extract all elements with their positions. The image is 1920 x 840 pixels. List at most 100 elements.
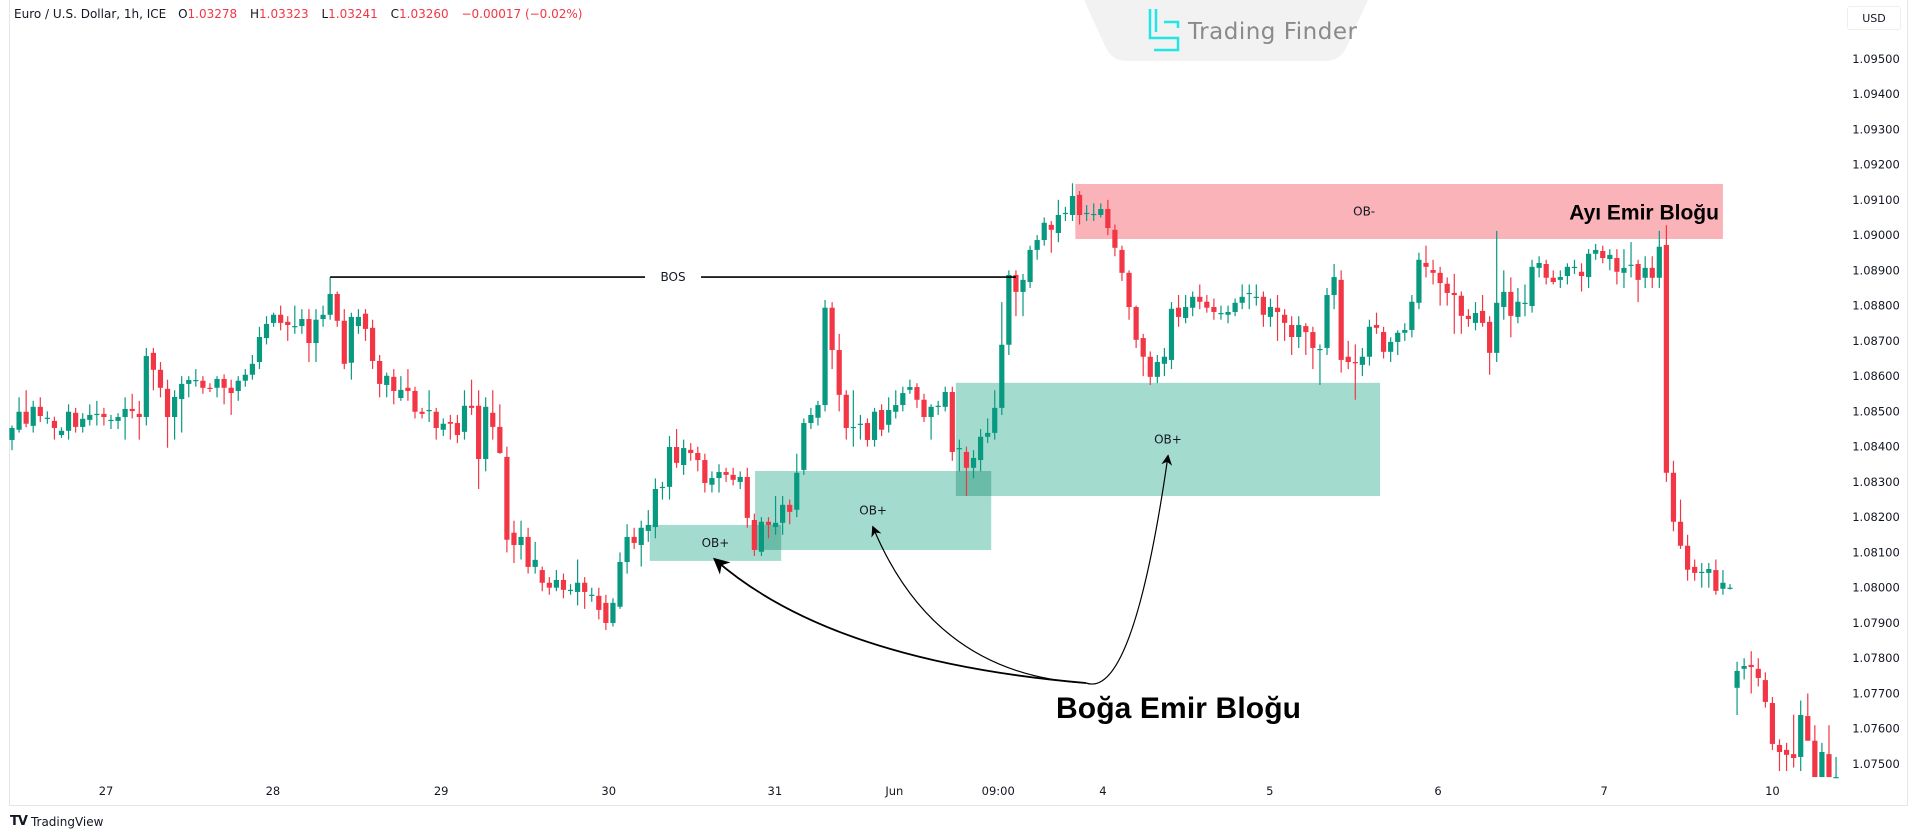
tradingview-logo[interactable]: TV TradingView bbox=[10, 814, 103, 829]
candle-down bbox=[921, 399, 927, 418]
candle-up bbox=[857, 423, 863, 425]
candle-up bbox=[1564, 266, 1570, 277]
candle-up bbox=[1359, 356, 1365, 365]
candle-down bbox=[1663, 244, 1669, 473]
time-axis[interactable]: 27 28 29 30 31 Jun 09:00 4 5 6 7 10 bbox=[99, 784, 1780, 798]
low-value: 1.03241 bbox=[328, 7, 378, 21]
candle-up bbox=[1084, 212, 1090, 215]
candle-down bbox=[1805, 716, 1811, 741]
candle-up bbox=[610, 602, 616, 623]
candle-down bbox=[285, 321, 291, 326]
candle-down bbox=[843, 394, 849, 428]
candle-up bbox=[1267, 307, 1274, 317]
candle-down bbox=[1204, 301, 1210, 308]
candle-down bbox=[1112, 229, 1118, 248]
candle-down bbox=[369, 327, 376, 361]
time-tick-label: 31 bbox=[768, 784, 783, 798]
price-tick-label: 1.08600 bbox=[1852, 369, 1900, 383]
candle-up bbox=[1727, 587, 1733, 589]
candle-up bbox=[384, 375, 390, 385]
time-tick-label: 6 bbox=[1434, 784, 1441, 798]
bullish-order-block-zone bbox=[955, 382, 1381, 497]
price-tick-label: 1.08400 bbox=[1852, 440, 1900, 454]
candle-up bbox=[1154, 362, 1160, 377]
candle-up bbox=[1069, 195, 1076, 216]
order-block-zones bbox=[649, 183, 1723, 561]
candle-down bbox=[1338, 279, 1344, 360]
candle-up bbox=[1225, 311, 1231, 315]
candle-down bbox=[1444, 283, 1450, 293]
candle-down bbox=[1274, 307, 1281, 312]
candle-down bbox=[879, 409, 885, 430]
price-tick-label: 1.09300 bbox=[1852, 122, 1900, 136]
time-tick-label: 7 bbox=[1600, 784, 1607, 798]
candle-down bbox=[1352, 362, 1358, 364]
candle-down bbox=[1289, 325, 1295, 338]
candle-up bbox=[1501, 291, 1507, 308]
candle-down bbox=[1451, 292, 1457, 296]
candle-down bbox=[631, 536, 637, 543]
candle-down bbox=[1211, 307, 1217, 312]
bull-order-block-title: Boğa Emir Bloğu bbox=[1056, 692, 1301, 725]
candle-up bbox=[115, 417, 121, 421]
candle-up bbox=[1402, 329, 1408, 333]
annotation-arrow bbox=[871, 525, 1087, 684]
candle-up bbox=[886, 409, 892, 425]
candle-up bbox=[1034, 240, 1040, 250]
candle-up bbox=[871, 411, 878, 440]
bull-zone-label: OB+ bbox=[859, 503, 887, 517]
candle-up bbox=[1062, 212, 1069, 215]
bos-label: BOS bbox=[660, 270, 685, 284]
candle-down bbox=[1543, 264, 1549, 278]
candle-down bbox=[1458, 295, 1464, 316]
candle-down bbox=[673, 447, 680, 463]
candle-down bbox=[377, 360, 383, 384]
candle-down bbox=[1437, 272, 1443, 284]
candle-up bbox=[893, 405, 899, 412]
candle-down bbox=[1649, 267, 1655, 278]
candle-up bbox=[179, 383, 185, 400]
candle-down bbox=[688, 449, 694, 454]
candle-up bbox=[794, 472, 800, 510]
candle-down bbox=[51, 420, 58, 428]
close-value: 1.03260 bbox=[399, 7, 449, 21]
candle-down bbox=[1677, 521, 1684, 546]
candle-up bbox=[1218, 313, 1224, 315]
candle-up bbox=[193, 380, 199, 382]
candle-down bbox=[1826, 754, 1832, 778]
candle-up bbox=[1190, 296, 1196, 308]
candle-up bbox=[1098, 209, 1104, 216]
candle-up bbox=[1331, 277, 1337, 296]
candle-up bbox=[1395, 332, 1401, 342]
candle-up bbox=[575, 582, 581, 592]
candle-up bbox=[1734, 670, 1740, 688]
price-tick-label: 1.08500 bbox=[1852, 404, 1900, 418]
currency-button[interactable]: USD bbox=[1847, 6, 1901, 30]
candle-down bbox=[1048, 224, 1054, 230]
candle-down bbox=[1713, 570, 1719, 591]
candle-up bbox=[94, 413, 100, 416]
candle-up bbox=[1006, 274, 1012, 345]
annotation-arrow bbox=[713, 557, 1087, 684]
open-value: 1.03278 bbox=[187, 7, 238, 21]
candle-down bbox=[1197, 296, 1203, 302]
candle-up bbox=[87, 414, 93, 420]
price-axis[interactable]: 1.09500 1.09400 1.09300 1.09200 1.09100 1.090… bbox=[1852, 52, 1900, 771]
candle-up bbox=[1183, 307, 1189, 318]
symbol-legend: Euro / U.S. Dollar, 1h, ICE O1.03278 H1.… bbox=[14, 7, 591, 21]
candle-up bbox=[907, 387, 913, 390]
candle-up bbox=[928, 406, 934, 418]
candle-up bbox=[249, 363, 255, 375]
candle-up bbox=[1416, 259, 1422, 303]
candle-up bbox=[589, 594, 595, 596]
candle-up bbox=[518, 536, 524, 546]
candle-down bbox=[468, 405, 475, 408]
candle-up bbox=[1020, 279, 1026, 292]
candle-up bbox=[355, 316, 362, 327]
candle-up bbox=[186, 380, 192, 384]
candle-up bbox=[681, 448, 687, 465]
price-tick-label: 1.08000 bbox=[1852, 581, 1900, 595]
candle-down bbox=[525, 536, 531, 567]
price-tick-label: 1.09400 bbox=[1852, 87, 1900, 101]
